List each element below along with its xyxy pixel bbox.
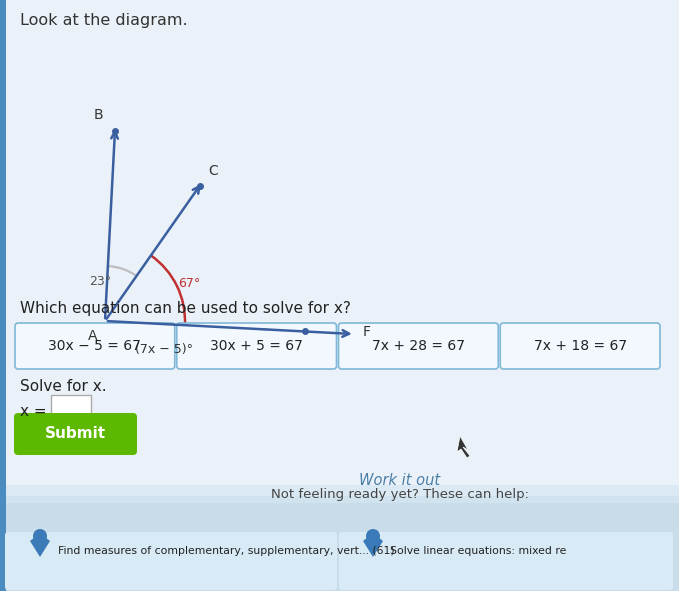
Text: 23°: 23° [90,275,112,288]
Polygon shape [363,533,383,557]
Text: 30x − 5 = 67: 30x − 5 = 67 [48,339,141,353]
Bar [0,485,679,503]
Polygon shape [457,436,470,458]
Text: Submit: Submit [44,427,105,441]
Text: C: C [208,164,218,178]
Text: Which equation can be used to solve for x?: Which equation can be used to solve for … [20,301,351,316]
Text: A: A [88,329,97,343]
Polygon shape [30,533,50,557]
FancyBboxPatch shape [177,323,337,369]
FancyBboxPatch shape [339,323,498,369]
Bar [0,0,6,591]
Circle shape [33,529,47,543]
FancyBboxPatch shape [339,532,673,590]
Text: B: B [94,108,103,122]
Text: 67°: 67° [178,277,200,290]
Text: 30x + 5 = 67: 30x + 5 = 67 [210,339,303,353]
FancyBboxPatch shape [5,532,337,590]
Text: Not feeling ready yet? These can help:: Not feeling ready yet? These can help: [271,488,529,501]
Bar [0,0,679,496]
Text: (7x − 5)°: (7x − 5)° [135,343,193,356]
Text: Find measures of complementary, supplementary, vert... (61): Find measures of complementary, suppleme… [58,546,394,556]
Text: Look at the diagram.: Look at the diagram. [20,13,187,28]
FancyBboxPatch shape [14,413,137,455]
FancyBboxPatch shape [500,323,660,369]
Text: Solve for x.: Solve for x. [20,379,107,394]
Bar [0,496,679,591]
Text: x =: x = [20,404,47,419]
Text: Solve linear equations: mixed re: Solve linear equations: mixed re [390,546,566,556]
Circle shape [366,529,380,543]
FancyBboxPatch shape [51,395,91,419]
Text: 7x + 18 = 67: 7x + 18 = 67 [534,339,627,353]
Text: 7x + 28 = 67: 7x + 28 = 67 [372,339,465,353]
FancyBboxPatch shape [15,323,175,369]
Text: F: F [363,325,371,339]
Text: Work it out: Work it out [359,473,441,488]
